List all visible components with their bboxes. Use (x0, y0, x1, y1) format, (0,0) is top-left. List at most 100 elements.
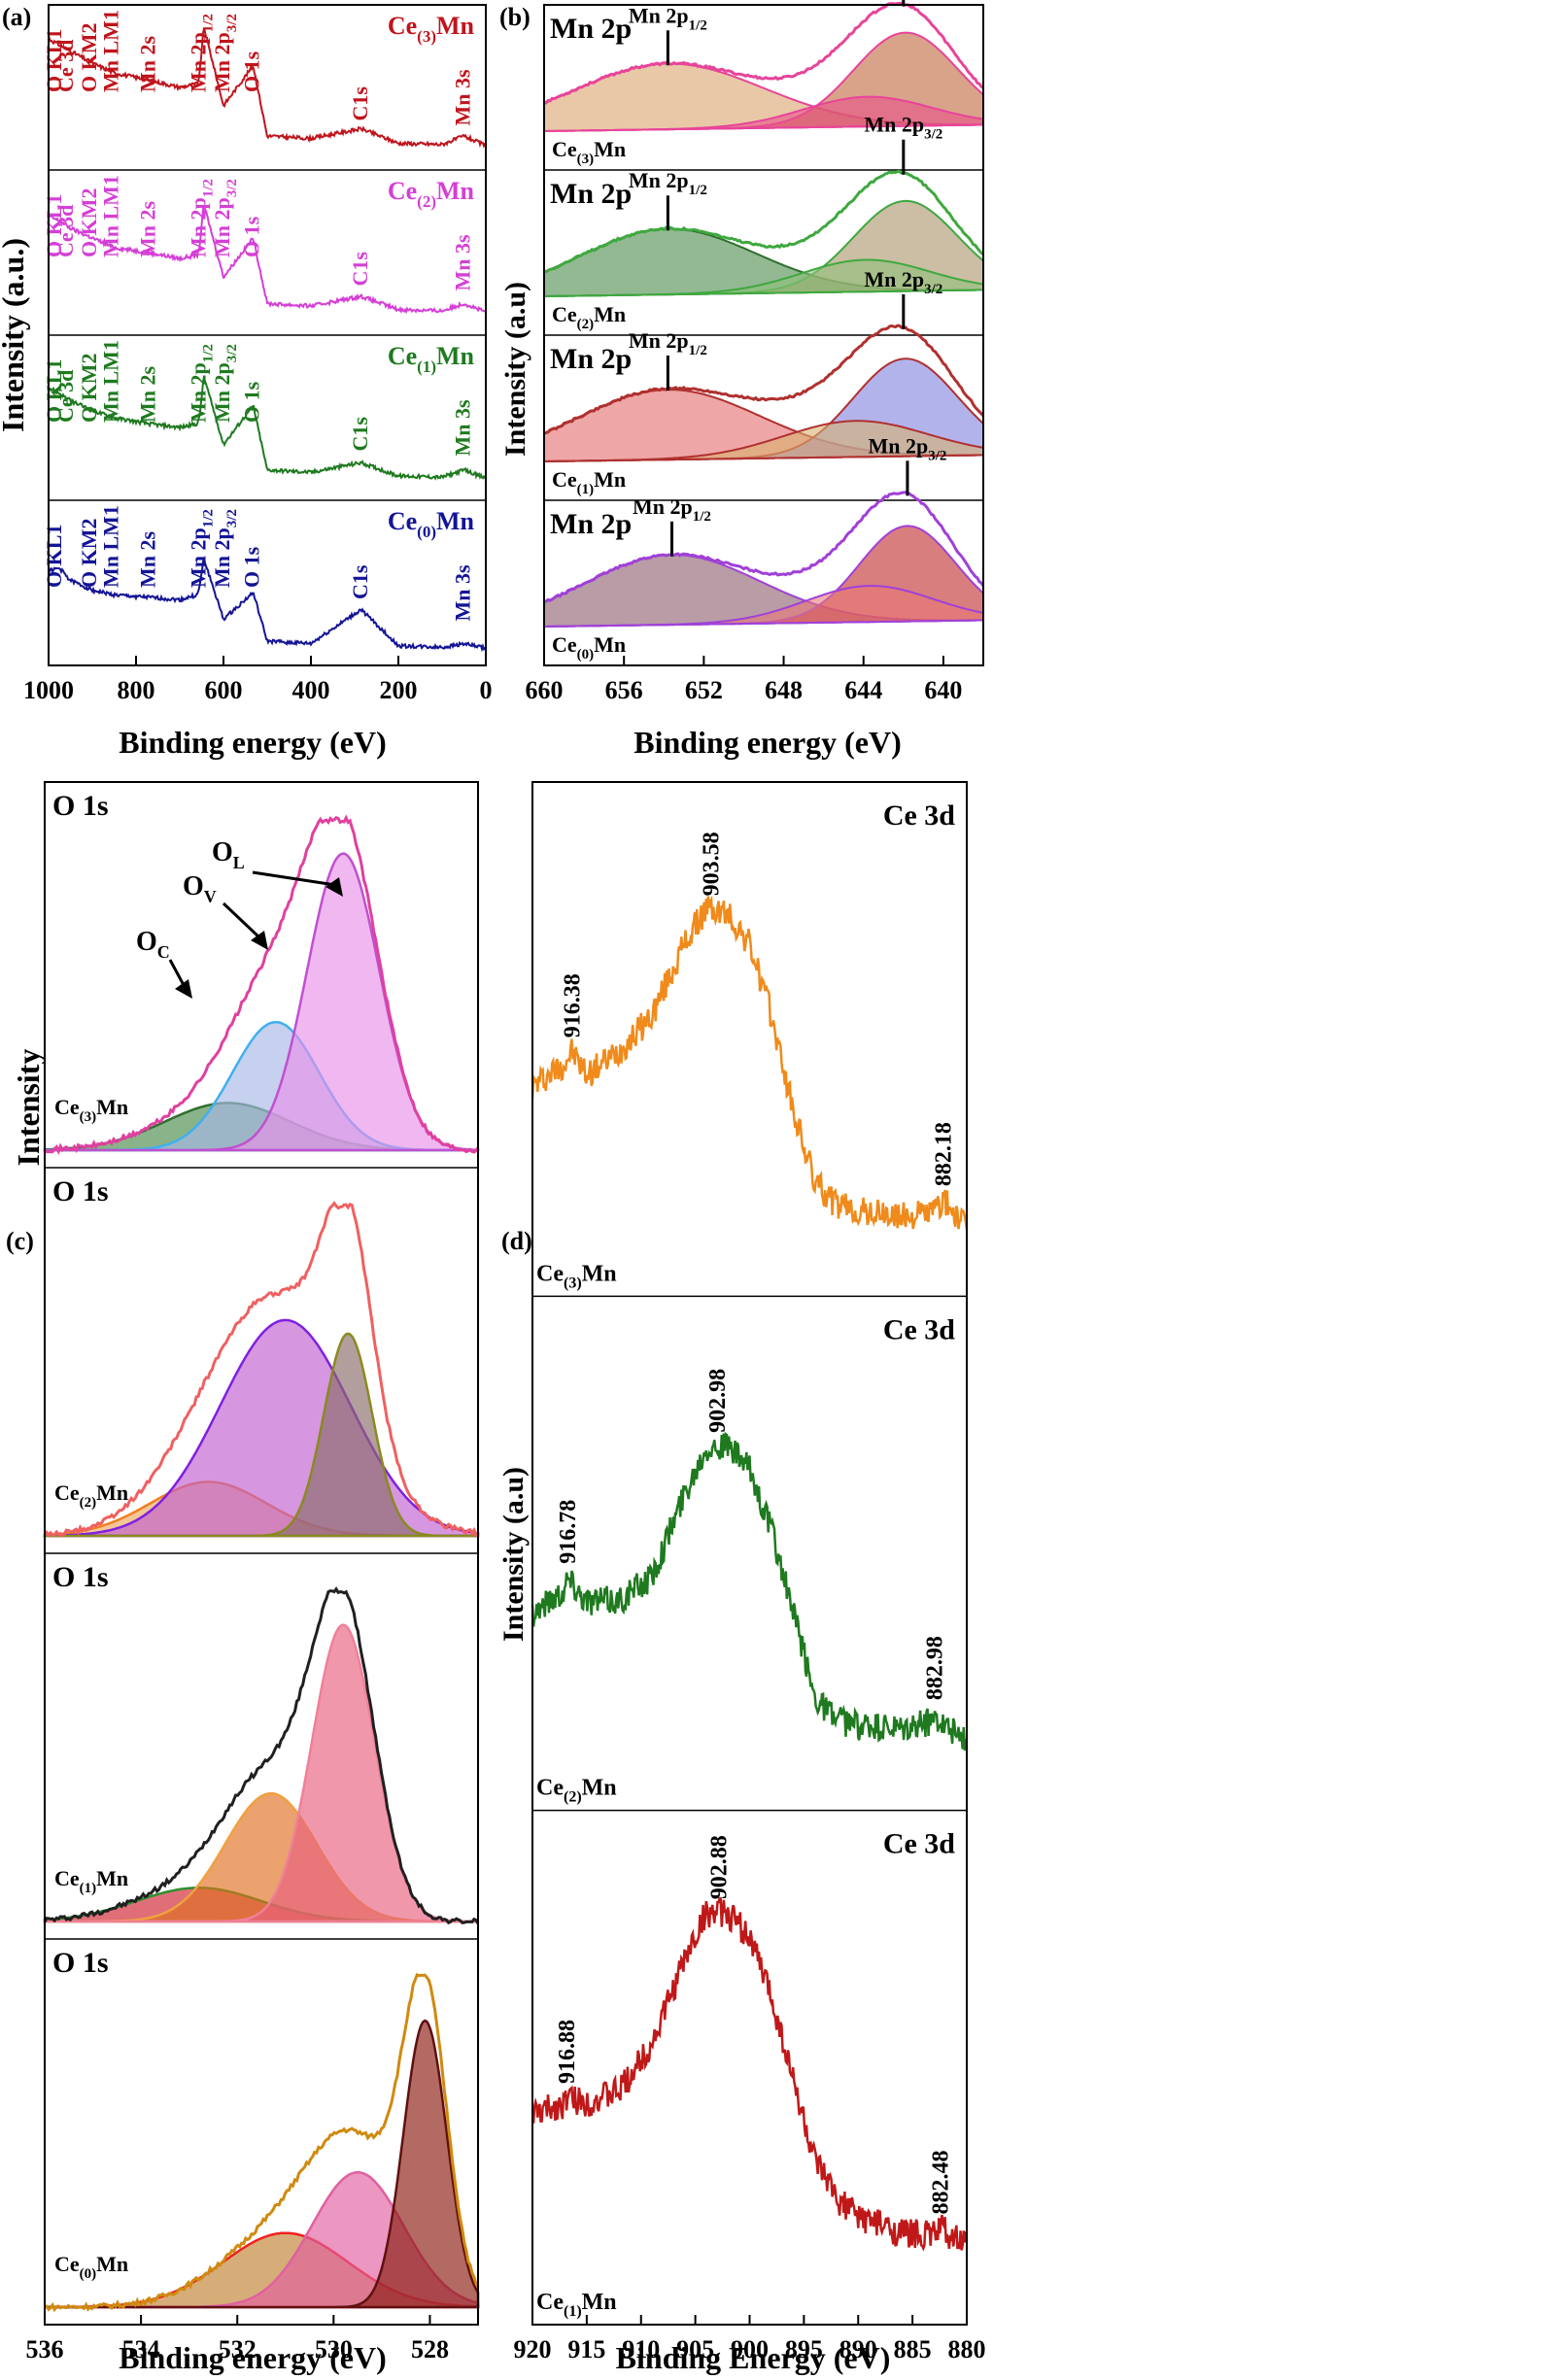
envelope-line (43, 1586, 480, 1925)
panel-d: Ce 3d Ce(3)Mn 916.38 903.58 882.18 Ce 3d Ce(2)… (497, 781, 986, 2375)
peak-label: Mn 2p3/2 (868, 433, 946, 463)
x-tick-label: 900 (731, 2335, 769, 2363)
peak-label: C1s (348, 564, 372, 599)
peak-label: O KM2 (77, 188, 101, 258)
peak-label: Mn 2p1/2 (186, 179, 216, 257)
peak-label: Mn LM1 (98, 175, 122, 257)
x-tick-label: 640 (924, 676, 962, 704)
peak-label: Ce 3d (53, 40, 78, 92)
peak-label: Mn 2s (136, 201, 160, 258)
sample-label: Ce(3)Mn (54, 1095, 128, 1125)
fit-component (45, 1332, 478, 1538)
peak-label: O KL1 (42, 525, 66, 588)
x-tick-label: 200 (380, 676, 418, 704)
panel-label: (d) (501, 1227, 532, 1255)
peak-label: Ce 3d (53, 370, 78, 423)
peak-label: Mn 2p3/2 (210, 509, 240, 588)
sample-label: Ce(0)Mn (54, 2252, 128, 2282)
peak-label: Mn 2s (136, 36, 160, 93)
peak-label: Mn 3s (451, 69, 475, 126)
sample-label: Ce(2)Mn (388, 177, 475, 211)
y-axis-label: Intensity (11, 1049, 46, 1167)
region-title: Ce 3d (883, 1828, 955, 1860)
envelope-line (44, 814, 480, 1155)
region-title: Mn 2p (550, 178, 632, 210)
envelope-line (543, 1, 984, 105)
x-tick-label: 600 (205, 676, 243, 704)
ce3d-line (531, 895, 969, 1230)
x-tick-label: 885 (894, 2335, 932, 2363)
fit-component (45, 2019, 480, 2309)
peak-label: O KL1 (42, 359, 66, 423)
sample-label: Ce(1)Mn (552, 467, 626, 497)
peak-label: Mn 3s (451, 399, 475, 457)
region-title: O 1s (52, 1561, 109, 1593)
peak-label: O 1s (240, 381, 264, 423)
peak-label: Mn 2p1/2 (629, 328, 707, 358)
peak-value-label: 902.88 (706, 1835, 732, 1899)
region-title: Mn 2p (550, 508, 632, 540)
x-axis-label: Binding energy (eV) (119, 2340, 387, 2375)
peak-label: O 1s (240, 216, 264, 257)
x-tick-label: 1000 (23, 676, 74, 704)
x-tick-label: 532 (219, 2335, 257, 2363)
sample-label: Ce(2)Mn (552, 302, 626, 332)
x-tick-label: 890 (839, 2335, 877, 2363)
peak-value-label: 916.88 (555, 2020, 580, 2084)
x-tick-label: 920 (514, 2335, 552, 2363)
peak-label: Mn 2p1/2 (186, 14, 216, 92)
survey-line-0 (48, 558, 487, 653)
sample-label: Ce(1)Mn (388, 342, 475, 376)
x-tick-label: 400 (292, 676, 330, 704)
x-tick-label: 905 (676, 2335, 714, 2363)
peak-label: Mn 2p1/2 (629, 168, 707, 198)
peak-label: Mn 2s (136, 366, 160, 424)
x-tick-label: 528 (411, 2335, 449, 2363)
region-title: O 1s (52, 1947, 109, 1979)
plot-frame (531, 781, 968, 2326)
y-axis-label: Intensity (a.u.) (0, 238, 30, 432)
x-tick-label: 660 (526, 676, 564, 704)
peak-label: O KM2 (77, 23, 101, 93)
peak-label: Mn 2p3/2 (864, 267, 942, 297)
envelope-line (44, 1973, 480, 2313)
arrow-head (175, 979, 192, 999)
arrow-head (325, 877, 343, 897)
x-tick-label: 800 (118, 676, 155, 704)
peak-value-label: 916.38 (560, 973, 585, 1037)
peak-label: Mn 2p1/2 (186, 344, 216, 423)
peak-label: O 1s (240, 51, 264, 92)
sample-label: Ce(1)Mn (536, 2290, 617, 2320)
x-tick-label: 0 (480, 676, 493, 704)
annotation-arrow (252, 870, 336, 887)
survey-line-1 (48, 376, 487, 481)
oxygen-species-label: OC (136, 927, 170, 962)
x-tick-label: 536 (26, 2335, 64, 2363)
envelope-line (543, 170, 984, 274)
peak-value-label: 882.18 (932, 1122, 957, 1186)
plot-frame (48, 4, 487, 666)
survey-line-3 (48, 28, 487, 149)
peak-label: C1s (348, 252, 372, 287)
sample-label: Ce(2)Mn (54, 1480, 128, 1511)
peak-value-label: 882.98 (923, 1636, 948, 1700)
peak-value-label: 882.48 (928, 2150, 953, 2214)
plot-frame (543, 4, 984, 666)
region-title: O 1s (52, 790, 109, 822)
peak-value-label: 903.58 (699, 832, 724, 896)
arrow-head (251, 931, 268, 950)
region-title: Ce 3d (883, 1313, 955, 1345)
sample-label: Ce(0)Mn (552, 632, 626, 663)
peak-label: O KM2 (77, 519, 101, 589)
region-title: Mn 2p (550, 343, 632, 375)
x-axis-label: Binding Energy (eV) (616, 2340, 891, 2375)
peak-label: O 1s (240, 546, 264, 588)
peak-label: O KM2 (77, 354, 101, 424)
peak-label: Mn 2p3/2 (210, 179, 240, 257)
peak-label: Mn 2p1/2 (186, 509, 216, 588)
peak-label: Mn LM1 (98, 340, 122, 423)
peak-label: Mn 2s (136, 531, 160, 589)
sample-label: Ce(2)Mn (536, 1776, 617, 1806)
